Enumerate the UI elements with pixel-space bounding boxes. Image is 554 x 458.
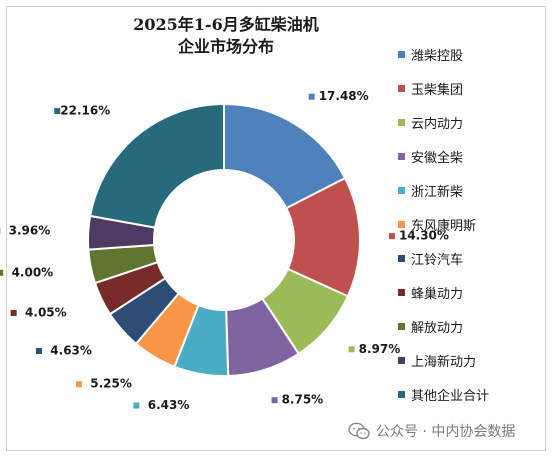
legend-label: 浙江新柴 xyxy=(411,184,464,200)
data-label: 5.25% xyxy=(75,377,132,391)
data-label-marker xyxy=(388,233,395,240)
data-label-text: 3.96% xyxy=(9,223,51,237)
data-label-marker xyxy=(133,402,140,409)
legend-item: 解放动力 xyxy=(398,316,463,336)
data-label: 4.00% xyxy=(0,265,53,279)
data-label-marker xyxy=(75,381,82,388)
data-label: 14.30% xyxy=(388,229,449,243)
data-label-marker xyxy=(10,309,17,316)
legend-item: 安徽全柴 xyxy=(398,146,463,166)
data-label-text: 5.25% xyxy=(90,377,132,391)
data-label: 8.97% xyxy=(348,342,401,356)
wechat-icon xyxy=(348,422,370,440)
data-label: 3.96% xyxy=(0,223,50,237)
legend-item: 其他企业合计 xyxy=(398,384,489,404)
chart-title: 2025年1-6月多缸柴油机 企业市场分布 xyxy=(126,14,326,58)
data-label-text: 4.00% xyxy=(12,265,54,279)
legend-label: 安徽全柴 xyxy=(411,150,464,166)
data-label-marker xyxy=(348,346,355,353)
legend-swatch xyxy=(398,390,405,398)
legend-swatch xyxy=(398,152,405,160)
data-label: 4.63% xyxy=(35,344,92,358)
legend-swatch xyxy=(398,356,405,364)
legend-item: 蜂巢动力 xyxy=(398,282,463,302)
legend-swatch xyxy=(398,322,405,330)
legend-item: 浙江新柴 xyxy=(398,180,463,200)
chart-title-line-2: 企业市场分布 xyxy=(177,37,274,56)
data-label: 4.05% xyxy=(10,305,67,319)
legend-swatch xyxy=(398,288,405,296)
legend-label: 江铃汽车 xyxy=(411,252,464,268)
data-label-marker xyxy=(308,93,315,100)
legend-label: 潍柴控股 xyxy=(411,48,464,64)
data-label-text: 4.05% xyxy=(25,305,67,319)
data-label-marker xyxy=(0,269,4,276)
data-label-marker xyxy=(54,108,61,115)
legend-label: 蜂巢动力 xyxy=(411,286,464,302)
data-label-text: 8.75% xyxy=(282,393,324,407)
data-label: 22.16% xyxy=(54,104,110,118)
watermark-text: 公众号 · 中内协会数据 xyxy=(376,424,516,440)
legend-label: 东风康明斯 xyxy=(411,218,477,234)
legend-swatch xyxy=(398,84,405,92)
legend-label: 上海新动力 xyxy=(411,354,477,370)
legend-item: 东风康明斯 xyxy=(398,214,476,234)
legend-label: 云内动力 xyxy=(411,116,464,132)
chart-title-line-1: 2025年1-6月多缸柴油机 xyxy=(133,15,319,34)
legend-label: 解放动力 xyxy=(411,320,464,336)
legend-swatch xyxy=(398,254,405,262)
data-label-text: 17.48% xyxy=(319,89,369,103)
data-label-text: 8.97% xyxy=(359,342,401,356)
donut-slice xyxy=(88,102,225,229)
legend-item: 玉柴集团 xyxy=(398,78,463,98)
watermark: 公众号 · 中内协会数据 xyxy=(348,420,515,442)
legend-label: 其他企业合计 xyxy=(411,388,490,404)
data-label: 8.75% xyxy=(271,393,324,407)
legend-item: 云内动力 xyxy=(398,112,463,132)
legend-swatch xyxy=(398,50,405,58)
data-label-text: 4.63% xyxy=(50,344,92,358)
legend-swatch xyxy=(398,118,405,126)
data-label: 17.48% xyxy=(308,89,369,103)
legend-item: 江铃汽车 xyxy=(398,248,463,268)
legend-item: 潍柴控股 xyxy=(398,44,463,64)
data-label-text: 22.16% xyxy=(60,104,110,118)
data-label-marker xyxy=(271,397,278,404)
legend-item: 上海新动力 xyxy=(398,350,476,370)
data-label-text: 14.30% xyxy=(399,229,449,243)
data-label-text: 6.43% xyxy=(148,398,190,412)
data-label: 6.43% xyxy=(133,398,189,412)
legend-swatch xyxy=(398,186,405,194)
data-label-marker xyxy=(35,348,42,355)
legend-label: 玉柴集团 xyxy=(411,82,464,98)
legend-swatch xyxy=(398,220,405,228)
